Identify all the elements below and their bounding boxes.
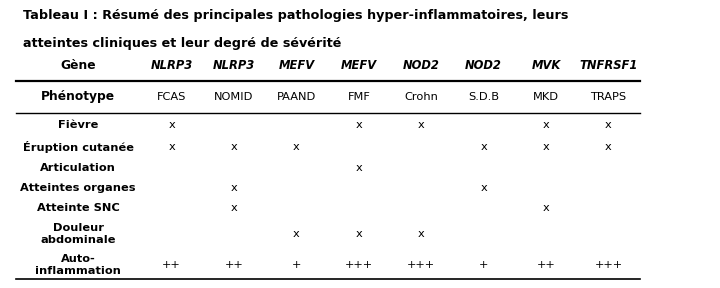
Text: +: + [292, 260, 301, 270]
Text: x: x [230, 142, 238, 152]
Text: x: x [480, 183, 487, 193]
Text: x: x [356, 163, 362, 173]
Text: x: x [418, 120, 425, 130]
Text: NOD2: NOD2 [465, 59, 502, 72]
Text: x: x [293, 229, 300, 239]
Text: NLRP3: NLRP3 [213, 59, 255, 72]
Text: x: x [480, 142, 487, 152]
Text: Tableau I : Résumé des principales pathologies hyper-inflammatoires, leurs: Tableau I : Résumé des principales patho… [23, 9, 568, 22]
Text: ++: ++ [225, 260, 243, 270]
Text: ++: ++ [162, 260, 181, 270]
Text: +++: +++ [408, 260, 436, 270]
Text: TRAPS: TRAPS [590, 92, 626, 102]
Text: FCAS: FCAS [157, 92, 186, 102]
Text: x: x [543, 203, 549, 213]
Text: +++: +++ [345, 260, 373, 270]
Text: x: x [230, 203, 238, 213]
Text: NOD2: NOD2 [402, 59, 440, 72]
Text: Auto-
inflammation: Auto- inflammation [35, 254, 121, 276]
Text: Atteinte SNC: Atteinte SNC [37, 203, 120, 213]
Text: x: x [605, 142, 612, 152]
Text: atteintes cliniques et leur degré de sévérité: atteintes cliniques et leur degré de sév… [23, 37, 341, 50]
Text: Articulation: Articulation [40, 163, 116, 173]
Text: MVK: MVK [531, 59, 561, 72]
Text: x: x [168, 120, 175, 130]
Text: ++: ++ [536, 260, 555, 270]
Text: FMF: FMF [347, 92, 370, 102]
Text: Fièvre: Fièvre [58, 120, 98, 130]
Text: TNFRSF1: TNFRSF1 [579, 59, 638, 72]
Text: Douleur
abdominale: Douleur abdominale [40, 223, 116, 245]
Text: Phénotype: Phénotype [41, 90, 115, 103]
Text: Atteintes organes: Atteintes organes [20, 183, 136, 193]
Text: x: x [293, 142, 300, 152]
Text: x: x [418, 229, 425, 239]
Text: MEFV: MEFV [279, 59, 315, 72]
Text: S.D.B: S.D.B [468, 92, 499, 102]
Text: x: x [356, 120, 362, 130]
Text: Gène: Gène [60, 59, 96, 72]
Text: MEFV: MEFV [341, 59, 377, 72]
Text: Crohn: Crohn [405, 92, 438, 102]
Text: +: + [479, 260, 488, 270]
Text: MKD: MKD [533, 92, 559, 102]
Text: +++: +++ [594, 260, 623, 270]
Text: x: x [543, 120, 549, 130]
Text: NOMID: NOMID [215, 92, 253, 102]
Text: x: x [356, 229, 362, 239]
Text: NLRP3: NLRP3 [150, 59, 193, 72]
Text: x: x [230, 183, 238, 193]
Text: x: x [168, 142, 175, 152]
Text: x: x [543, 142, 549, 152]
Text: PAAND: PAAND [276, 92, 316, 102]
Text: Éruption cutanée: Éruption cutanée [22, 141, 133, 153]
Text: x: x [605, 120, 612, 130]
